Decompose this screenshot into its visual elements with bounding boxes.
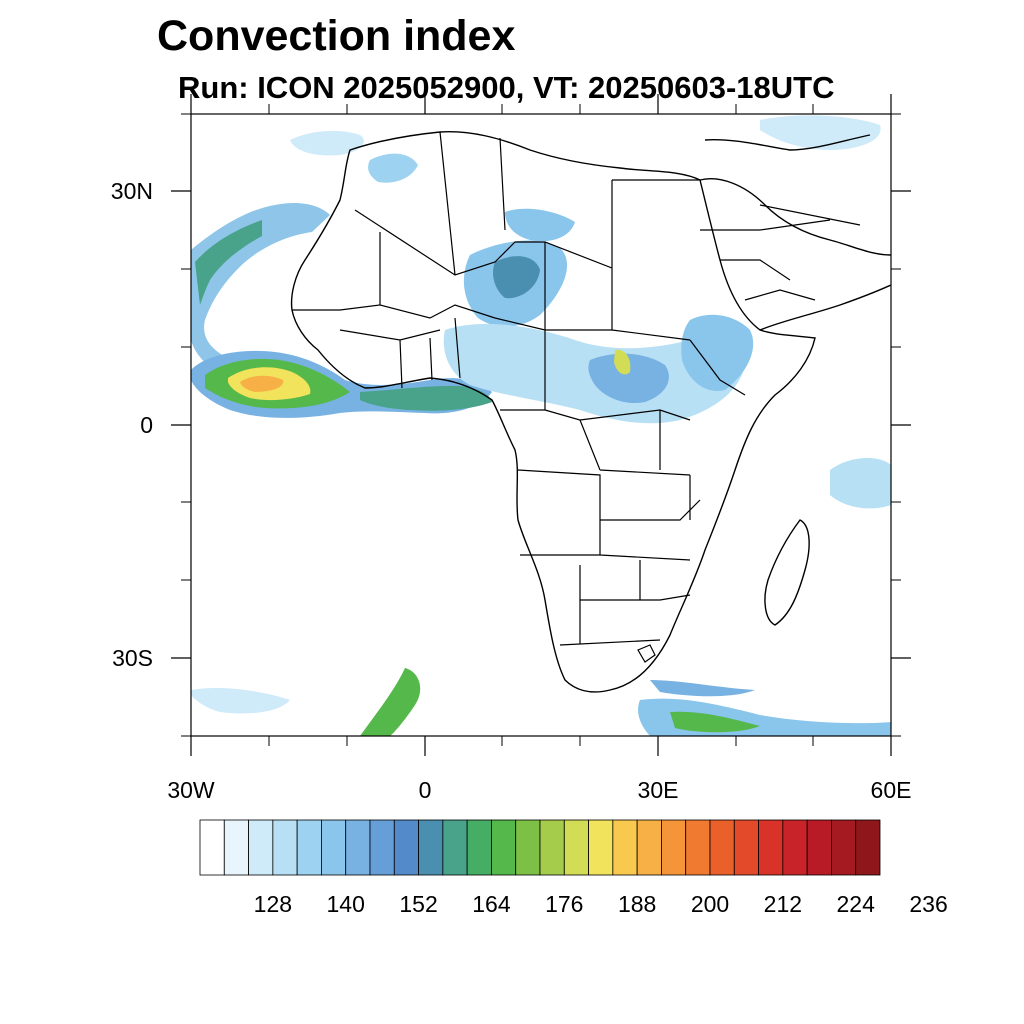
southern-ocean-field-w2 — [191, 688, 290, 714]
major-ticks — [171, 94, 911, 756]
colorbar-swatch — [321, 819, 347, 876]
colorbar-swatch — [418, 819, 444, 876]
colorbar-swatch — [466, 819, 492, 876]
colorbar — [199, 819, 881, 876]
colorbar-label: 128 — [254, 891, 292, 917]
colorbar-swatch — [855, 819, 881, 876]
lon-label-0: 0 — [419, 777, 432, 803]
colorbar-swatch — [223, 819, 249, 876]
colorbar-swatch — [442, 819, 468, 876]
map-frame — [171, 94, 911, 756]
middle-east-field — [760, 115, 881, 150]
africa-coastline — [290, 130, 816, 693]
colorbar-swatch — [515, 819, 541, 876]
colorbar-swatch — [733, 819, 759, 876]
colorbar-swatch — [612, 819, 638, 876]
atlantic-band-core — [195, 220, 262, 305]
colorbar-label: 212 — [764, 891, 802, 917]
lat-label-30s: 30S — [112, 645, 153, 671]
colorbar-label: 200 — [691, 891, 729, 917]
colorbar-swatch — [831, 819, 857, 876]
madagascar-coastline — [764, 519, 810, 626]
colorbar-swatch — [272, 819, 298, 876]
colorbar-swatch — [563, 819, 589, 876]
colorbar-swatch — [539, 819, 565, 876]
horn-field — [681, 314, 754, 391]
colorbar-label: 140 — [327, 891, 365, 917]
colorbar-swatch — [345, 819, 371, 876]
algeria-field — [505, 208, 575, 242]
southern-ocean-field-w — [360, 668, 421, 736]
colorbar-labels: 128 140 152 164 176 188 200 212 224 236 — [254, 891, 948, 917]
colorbar-swatch — [636, 819, 662, 876]
guinea-hotspot-peak — [240, 375, 284, 392]
arabia-coastline — [699, 134, 891, 331]
colorbar-label: 152 — [399, 891, 437, 917]
colorbar-swatch — [685, 819, 711, 876]
colorbar-swatch — [806, 819, 832, 876]
coastlines — [290, 130, 891, 693]
borders-west — [292, 232, 496, 389]
central-field-core — [614, 349, 631, 375]
colorbar-swatch — [758, 819, 784, 876]
colorbar-swatch — [491, 819, 517, 876]
colorbar-swatch — [709, 819, 735, 876]
borders-north — [354, 131, 700, 330]
colorbar-label: 224 — [837, 891, 876, 917]
borders-east — [700, 204, 861, 301]
borders-central — [494, 317, 746, 476]
north-africa-field — [368, 153, 418, 183]
colorbar-swatch — [296, 819, 322, 876]
colorbar-label: 236 — [909, 891, 947, 917]
colorbar-label: 164 — [472, 891, 511, 917]
colorbar-swatch — [782, 819, 808, 876]
lat-label-0: 0 — [140, 412, 153, 438]
country-borders — [292, 131, 861, 663]
lon-label-30e: 30E — [638, 777, 679, 803]
convection-fields — [191, 115, 891, 736]
southern-ocean-field-e-core — [670, 711, 760, 733]
lon-label-60e: 60E — [871, 777, 912, 803]
sa-coast-field — [650, 680, 755, 697]
colorbar-swatch — [393, 819, 419, 876]
chart-subtitle: Run: ICON 2025052900, VT: 20250603-18UTC — [178, 70, 835, 105]
sahel-field-core — [493, 256, 540, 299]
mediterranean-field — [290, 130, 364, 156]
colorbar-swatch — [199, 819, 225, 876]
lon-label-30w: 30W — [167, 777, 215, 803]
central-field-mid — [588, 353, 669, 404]
chart-title: Convection index — [157, 12, 516, 60]
colorbar-label: 176 — [545, 891, 583, 917]
minor-ticks — [181, 104, 901, 746]
lesotho — [637, 644, 656, 663]
colorbar-label: 188 — [618, 891, 656, 917]
borders-south — [517, 469, 701, 646]
colorbar-swatch — [588, 819, 614, 876]
colorbar-swatch — [369, 819, 395, 876]
colorbar-swatch — [248, 819, 274, 876]
lat-label-30n: 30N — [111, 178, 153, 204]
colorbar-swatch — [661, 819, 687, 876]
indian-ocean-field — [830, 458, 891, 509]
guinea-coast-band — [360, 385, 492, 411]
